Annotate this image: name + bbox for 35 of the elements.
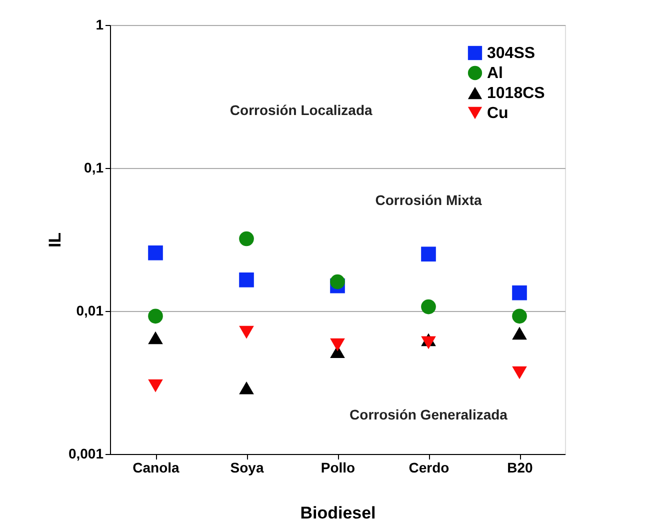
legend-label: Cu bbox=[487, 105, 508, 122]
x-tick-label: Soya bbox=[230, 460, 264, 476]
point bbox=[421, 336, 436, 350]
y-tick-label: 0,001 bbox=[68, 446, 104, 462]
point bbox=[512, 308, 527, 324]
legend-label: 304SS bbox=[487, 45, 536, 62]
point bbox=[512, 326, 527, 340]
y-tick-label: 1 bbox=[96, 16, 104, 32]
annotation: Corrosión Mixta bbox=[375, 192, 482, 208]
point bbox=[421, 246, 436, 262]
point bbox=[421, 299, 436, 314]
point bbox=[330, 338, 345, 352]
annotation: Corrosión Generalizada bbox=[350, 406, 508, 422]
y-tick-label: 0,1 bbox=[84, 160, 104, 176]
point bbox=[239, 272, 254, 288]
point bbox=[148, 379, 163, 392]
legend-label: Al bbox=[487, 65, 503, 82]
point bbox=[239, 326, 254, 339]
x-tick-label: Canola bbox=[132, 460, 180, 476]
y-axis-title: IL bbox=[45, 232, 64, 248]
x-tick-label: Pollo bbox=[320, 460, 356, 476]
x-tick-label: B20 bbox=[507, 460, 534, 476]
annotation: Corrosión Localizada bbox=[230, 102, 372, 118]
point bbox=[512, 366, 527, 380]
point bbox=[148, 245, 163, 260]
x-tick-label: Cerdo bbox=[408, 460, 450, 476]
point bbox=[330, 274, 345, 290]
point bbox=[239, 381, 254, 394]
y-tick-label: 0,01 bbox=[76, 302, 104, 318]
x-axis-title: Biodiesel bbox=[300, 504, 376, 522]
point bbox=[512, 285, 527, 300]
point bbox=[148, 331, 163, 344]
point bbox=[148, 308, 163, 324]
legend-label: 1018CS bbox=[487, 85, 546, 102]
point bbox=[239, 231, 254, 246]
